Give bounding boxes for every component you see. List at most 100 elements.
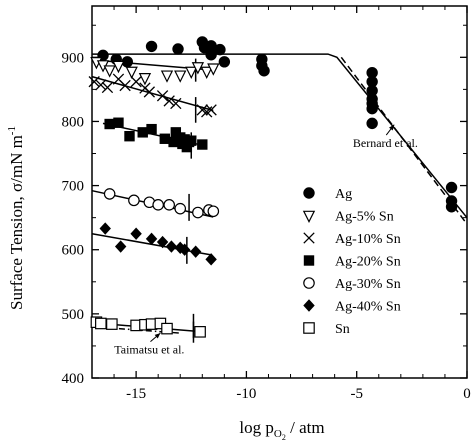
legend-label: Ag-5% Sn [335,210,394,225]
legend-marker-open-triangle-down [302,210,316,224]
point-filled-circle [218,56,231,68]
point-open-square [161,322,173,335]
point-filled-diamond [99,222,111,235]
point-filled-square [197,139,208,150]
point-filled-square [186,135,197,146]
legend-marker-filled-diamond [303,299,315,312]
point-open-triangle-down [112,60,125,74]
point-filled-diamond [174,241,186,254]
plot-area [91,5,468,379]
legend-label: Ag-40% Sn [335,300,401,315]
point-x [196,104,208,116]
y-tick-label: 700 [62,179,85,195]
point-filled-square [159,133,170,144]
fit-line-1 [340,56,468,225]
legend-marker-filled-circle [303,187,315,199]
point-open-triangle-down [138,73,152,86]
y-tick-label: 600 [62,243,85,259]
data-points [88,36,458,338]
point-open-triangle-down [185,66,198,79]
point-filled-circle [445,181,458,194]
point-filled-diamond [156,235,169,249]
point-filled-circle [366,102,378,115]
x-tick-label: -5 [350,386,363,402]
axis-ticks: -15 -10 -5 0 400 500 600 700 800 900 [62,6,471,402]
point-open-triangle-down [191,62,205,75]
x-tick-label: 0 [463,386,471,402]
point-filled-square [113,117,124,128]
point-x [130,76,142,88]
point-x [156,90,169,102]
annotations: Bernard et al. Taimatsu et al. [114,124,418,357]
point-open-square [106,318,118,330]
legend-label: Sn [335,322,350,337]
legend-label: Ag-30% Sn [335,277,401,292]
plot-frame [91,5,468,379]
vertical-markers [186,58,197,343]
annotation-label: Bernard et al. [353,136,418,150]
x-axis-title: log pO2 / atm [239,418,324,442]
point-open-circle [163,199,176,211]
point-x [88,76,100,88]
point-filled-diamond [114,240,127,253]
point-x [205,104,217,116]
point-x [95,79,107,91]
point-filled-circle [214,43,226,56]
point-filled-square [146,123,157,135]
point-filled-diamond [130,227,142,240]
point-open-circle [128,194,140,207]
y-axis-title: Surface Tension, σ/mN m-1 [6,126,26,310]
point-open-triangle-down [103,65,116,78]
point-filled-diamond [145,232,158,246]
point-x [143,86,156,98]
legend-marker-open-circle [303,277,315,289]
point-filled-circle [145,40,158,53]
x-tick-label: -10 [236,386,256,402]
point-open-circle [174,202,187,215]
point-open-triangle-down [125,66,138,79]
point-x [119,79,131,92]
y-tick-label: 800 [62,114,85,130]
point-x [163,95,175,107]
legend: Ag Ag-5% Sn Ag-10% Sn Ag-20% Sn Ag-30% Sn Ag-… [302,187,401,337]
point-open-triangle-down [207,63,220,76]
point-open-square [194,326,206,338]
legend-label: Ag-10% Sn [335,232,401,247]
annotation-arrowhead [154,333,161,339]
point-open-circle [103,188,116,200]
point-x [170,97,182,110]
annotation-label: Taimatsu et al. [114,343,184,357]
y-tick-label: 400 [62,371,85,387]
annotation-arrowhead [389,124,395,131]
fit-lines [91,53,468,334]
point-filled-circle [172,43,184,55]
point-filled-circle [205,49,217,61]
point-open-circle [192,206,204,219]
point-filled-circle [366,117,378,130]
y-tick-label: 900 [62,50,85,66]
point-filled-diamond [205,253,217,266]
point-filled-diamond [165,240,178,253]
point-open-triangle-down [174,70,187,83]
point-filled-square [124,131,135,142]
point-filled-circle [258,65,270,77]
point-x [101,81,114,94]
legend-marker-x [303,232,315,244]
point-open-circle [152,199,164,211]
legend-marker-filled-square [303,255,315,266]
x-tick-label: -15 [126,386,146,402]
point-filled-circle [445,201,458,213]
y-tick-label: 500 [62,307,85,323]
point-open-triangle-down [200,66,213,79]
legend-marker-open-square [303,322,315,334]
legend-label: Ag-20% Sn [335,255,401,270]
point-open-square [95,317,107,330]
legend-label: Ag [335,187,352,202]
point-filled-square [137,127,148,138]
point-open-triangle-down [160,70,174,83]
point-open-circle [207,205,220,218]
point-filled-square [104,118,115,130]
point-filled-diamond [189,245,202,258]
point-filled-square [168,136,179,148]
